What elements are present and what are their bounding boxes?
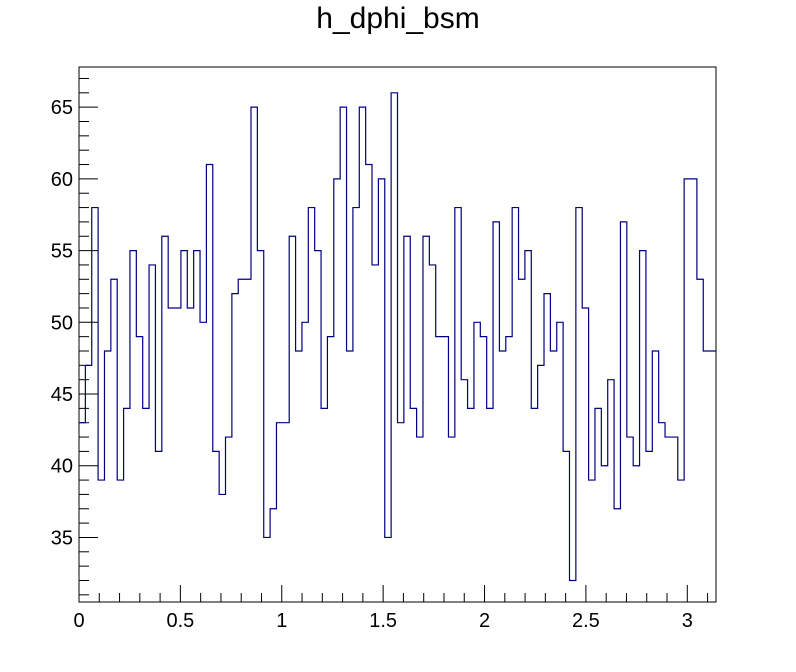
x-tick-label: 1 — [276, 610, 287, 632]
x-tick-label: 0 — [73, 610, 84, 632]
plot-frame — [78, 66, 717, 603]
y-tick-label: 50 — [51, 312, 73, 334]
y-tick-label: 65 — [51, 97, 73, 119]
chart-title: h_dphi_bsm — [316, 2, 480, 35]
tick-labels: 0 0.5 1 1.5 2 2.5 3 35 40 45 50 55 60 65 — [51, 97, 693, 632]
x-tick-label: 0.5 — [166, 610, 194, 632]
x-tick-label: 2 — [479, 610, 490, 632]
y-tick-label: 40 — [51, 456, 73, 478]
y-tick-label: 45 — [51, 384, 73, 406]
histogram-step-line — [79, 92, 716, 582]
x-tick-label: 3 — [682, 610, 693, 632]
histogram-series — [79, 92, 716, 582]
x-tick-label: 1.5 — [369, 610, 397, 632]
y-tick-label: 35 — [51, 527, 73, 549]
y-tick-label: 60 — [51, 169, 73, 191]
x-tick-label: 2.5 — [572, 610, 600, 632]
axes — [78, 66, 717, 603]
y-tick-label: 55 — [51, 241, 73, 263]
tick-marks — [78, 77, 709, 602]
